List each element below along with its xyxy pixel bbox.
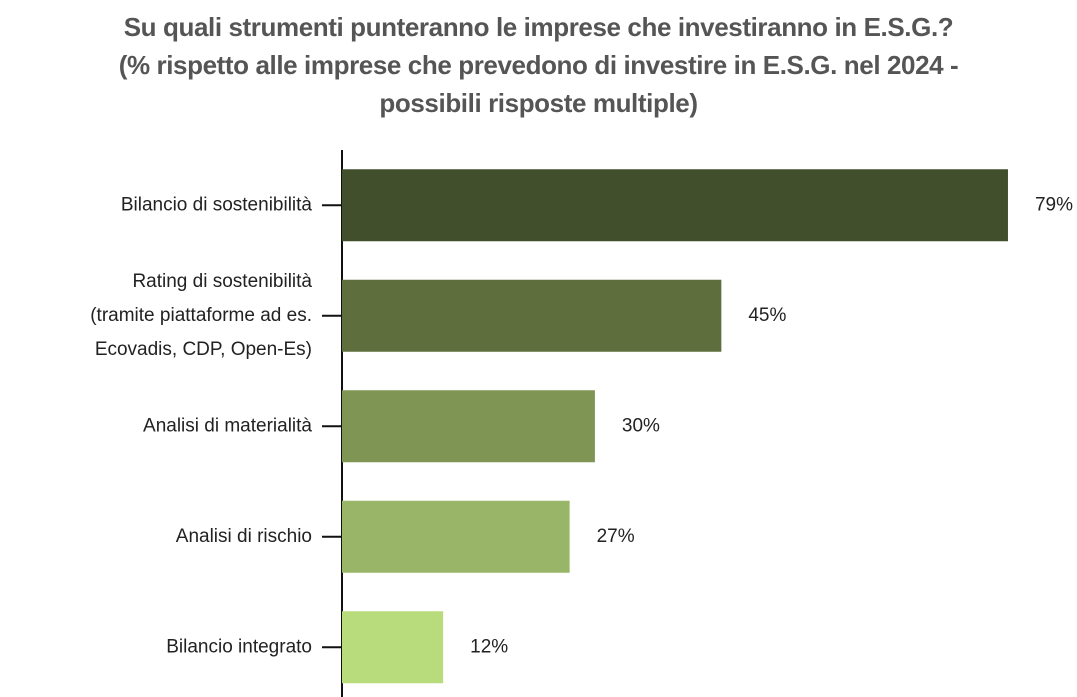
value-label: 30% — [622, 415, 660, 436]
category-label: Bilancio integrato — [166, 636, 312, 657]
bar — [342, 169, 1008, 242]
category-label: Analisi di materialità — [143, 415, 312, 436]
bar — [342, 390, 595, 463]
chart-title: Su quali strumenti punteranno le imprese… — [123, 12, 954, 42]
category-label: Rating di sostenibilità (tramite piattafo… — [90, 271, 312, 360]
bar — [342, 611, 444, 684]
value-label: 12% — [470, 636, 508, 657]
chart-subtitle: (% rispetto alle imprese che prevedono d… — [118, 50, 959, 118]
chart-title-block: Su quali strumenti punteranno le imprese… — [0, 8, 1077, 122]
category-label: Analisi di rischio — [176, 526, 312, 547]
category-label: Bilancio di sostenibilità — [121, 194, 313, 215]
value-label: 45% — [748, 305, 786, 326]
value-label: 79% — [1035, 194, 1073, 215]
bar — [342, 500, 570, 573]
bar — [342, 279, 722, 352]
value-label: 27% — [597, 526, 635, 547]
